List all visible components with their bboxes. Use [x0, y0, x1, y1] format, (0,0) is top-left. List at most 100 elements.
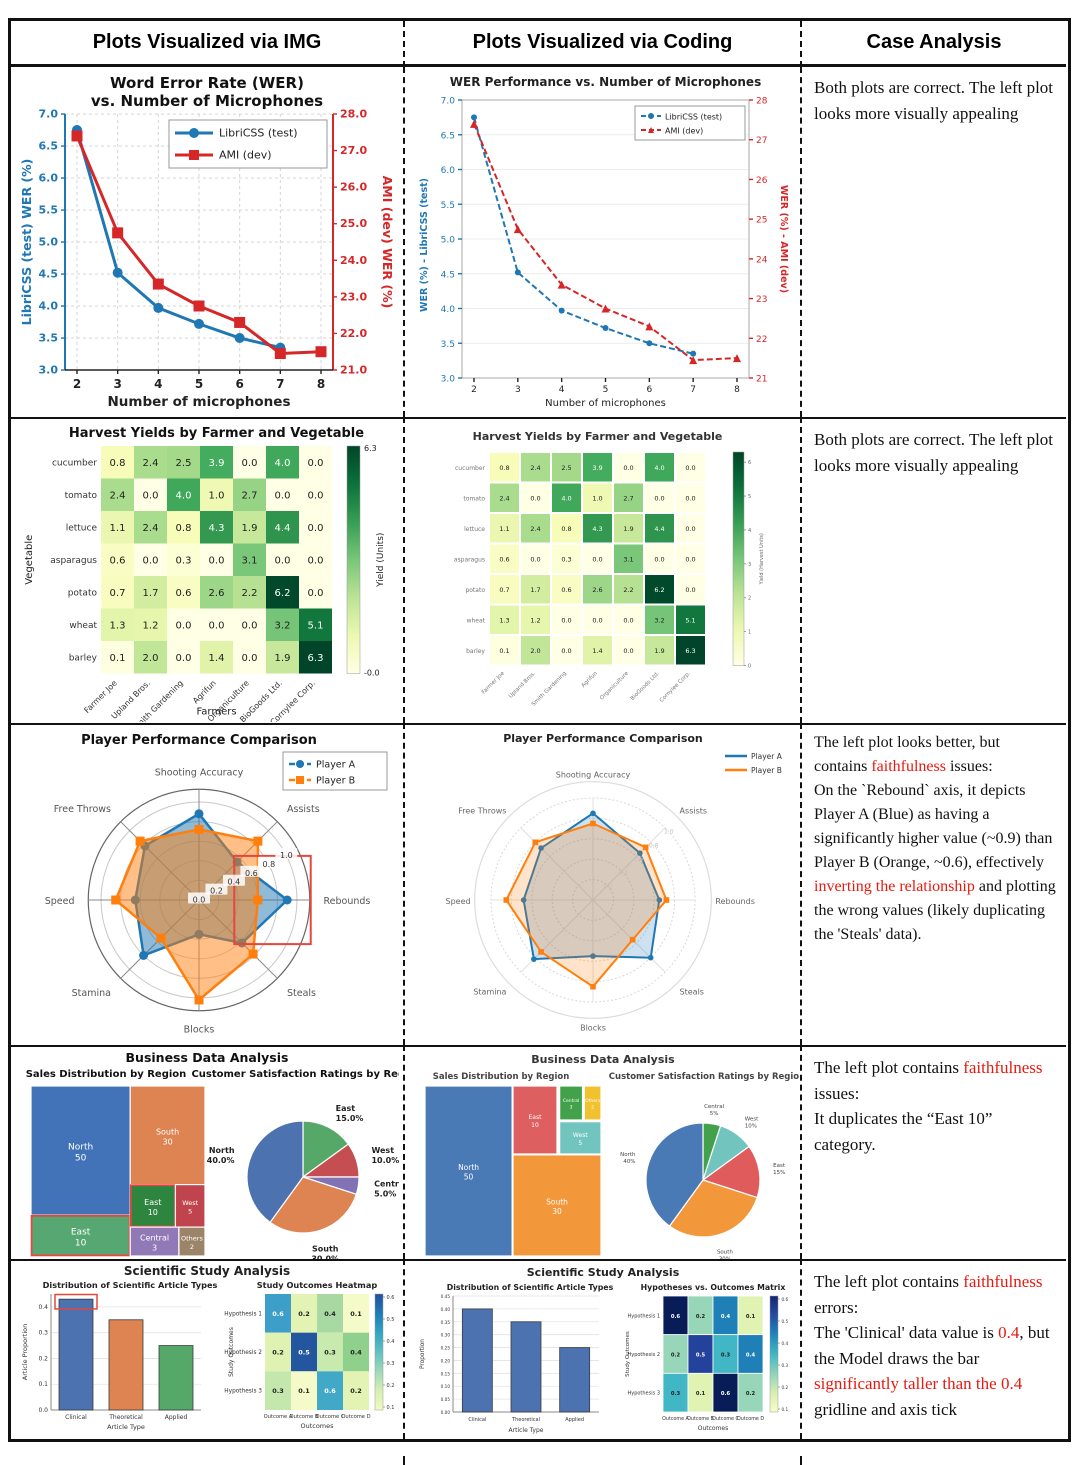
- svg-text:LibriCSS (test): LibriCSS (test): [219, 127, 298, 140]
- svg-text:Scientific Study Analysis: Scientific Study Analysis: [124, 1264, 290, 1278]
- svg-text:lettuce: lettuce: [464, 526, 485, 533]
- svg-text:0.2: 0.2: [781, 1385, 788, 1390]
- svg-text:30: 30: [552, 1207, 562, 1216]
- svg-text:5.0: 5.0: [440, 236, 455, 246]
- svg-text:1.0: 1.0: [592, 494, 602, 502]
- svg-text:0.4: 0.4: [781, 1341, 788, 1346]
- svg-text:0.0: 0.0: [308, 523, 324, 534]
- svg-text:0.0: 0.0: [623, 616, 633, 624]
- svg-text:3.9: 3.9: [592, 464, 602, 472]
- svg-text:1.3: 1.3: [499, 616, 509, 624]
- svg-text:0.0: 0.0: [308, 458, 324, 469]
- svg-text:0.0: 0.0: [242, 458, 258, 469]
- svg-text:50: 50: [75, 1154, 87, 1164]
- svg-text:2: 2: [591, 1105, 594, 1111]
- svg-text:tomato: tomato: [463, 495, 485, 502]
- svg-text:Hypothesis 1: Hypothesis 1: [224, 1311, 262, 1317]
- svg-text:4.0: 4.0: [440, 305, 455, 315]
- svg-text:4.0: 4.0: [561, 494, 571, 502]
- row5-img-plot-cell: Scientific Study Analysis Distribution of…: [11, 1259, 403, 1439]
- svg-text:0.2: 0.2: [350, 1387, 362, 1395]
- svg-text:0.6: 0.6: [633, 856, 643, 863]
- svg-text:Blocks: Blocks: [184, 1024, 215, 1035]
- svg-text:5: 5: [195, 377, 203, 391]
- svg-text:South: South: [546, 1197, 568, 1206]
- svg-text:0.3: 0.3: [781, 1363, 788, 1368]
- svg-text:0.2: 0.2: [298, 1310, 310, 1318]
- svg-text:0.0: 0.0: [143, 555, 159, 566]
- svg-text:East: East: [336, 1104, 356, 1113]
- svg-text:6.5: 6.5: [39, 140, 59, 153]
- svg-text:0.2: 0.2: [272, 1349, 284, 1357]
- svg-text:Harvest Yields by Farmer and V: Harvest Yields by Farmer and Vegetable: [69, 426, 364, 441]
- svg-text:7.0: 7.0: [440, 97, 455, 107]
- business-charts-code: Business Data Analysis Sales Distribution…: [423, 1053, 799, 1259]
- svg-text:0.0: 0.0: [654, 555, 664, 563]
- svg-text:0.0: 0.0: [685, 494, 695, 502]
- svg-text:barley: barley: [466, 648, 485, 655]
- svg-text:0.2: 0.2: [38, 1355, 48, 1362]
- svg-text:0.3: 0.3: [720, 1353, 730, 1359]
- svg-text:5%: 5%: [709, 1111, 718, 1117]
- svg-text:Customer Satisfaction Ratings: Customer Satisfaction Ratings by Region: [191, 1069, 399, 1080]
- svg-text:3.0: 3.0: [39, 364, 59, 377]
- svg-text:0.0: 0.0: [308, 588, 324, 599]
- svg-text:6.0: 6.0: [39, 172, 59, 185]
- svg-text:Clinical: Clinical: [65, 1414, 87, 1421]
- row4-coding-plot-cell: Business Data Analysis Sales Distribution…: [403, 1045, 800, 1259]
- svg-text:0.6: 0.6: [720, 1391, 730, 1397]
- svg-text:0.0: 0.0: [308, 555, 324, 566]
- svg-text:South: South: [716, 1250, 732, 1256]
- svg-text:Applied: Applied: [565, 1417, 584, 1423]
- svg-text:WER (%) - LibriCSS (test): WER (%) - LibriCSS (test): [419, 178, 430, 312]
- svg-text:West: West: [371, 1146, 394, 1155]
- svg-text:Assists: Assists: [287, 804, 320, 815]
- svg-text:0.6: 0.6: [324, 1387, 336, 1395]
- svg-text:0.1: 0.1: [387, 1405, 395, 1411]
- svg-text:0.5: 0.5: [298, 1349, 310, 1357]
- comparison-table: Plots Visualized via IMG Plots Visualize…: [8, 18, 1071, 1442]
- svg-text:0.6: 0.6: [499, 555, 509, 563]
- svg-text:1.4: 1.4: [592, 647, 602, 655]
- row5-coding-plot-cell: Scientific Study Analysis Distribution of…: [403, 1259, 800, 1439]
- svg-text:Harvest Yields by Farmer and V: Harvest Yields by Farmer and Vegetable: [472, 430, 722, 443]
- svg-text:10: 10: [531, 1122, 539, 1129]
- svg-text:8: 8: [317, 377, 325, 391]
- svg-text:0.3: 0.3: [670, 1391, 680, 1397]
- case-analysis-row4: The left plot contains faithfulness issu…: [800, 1045, 1066, 1259]
- dashed-separator-continuation-2: [800, 1456, 802, 1465]
- svg-text:3: 3: [748, 562, 751, 568]
- svg-text:2.4: 2.4: [110, 490, 126, 501]
- svg-text:Central: Central: [562, 1098, 578, 1104]
- svg-text:North: North: [209, 1146, 235, 1155]
- svg-text:Farmers: Farmers: [196, 707, 236, 718]
- svg-text:South: South: [312, 1244, 339, 1253]
- svg-text:3: 3: [113, 377, 121, 391]
- svg-text:Study Outcomes Heatmap: Study Outcomes Heatmap: [257, 1280, 378, 1290]
- case-analysis-row2: Both plots are correct. The left plot lo…: [800, 417, 1066, 723]
- svg-text:0.00: 0.00: [440, 1410, 450, 1415]
- svg-text:cucumber: cucumber: [52, 458, 97, 468]
- svg-text:0.1: 0.1: [781, 1407, 788, 1412]
- svg-text:0.3: 0.3: [561, 555, 571, 563]
- svg-text:Distribution of Scientific Art: Distribution of Scientific Article Types: [43, 1280, 218, 1290]
- svg-text:0.0: 0.0: [685, 586, 695, 594]
- svg-text:0.8: 0.8: [176, 523, 192, 534]
- svg-text:1.9: 1.9: [242, 523, 258, 534]
- svg-text:Speed: Speed: [445, 897, 470, 906]
- svg-text:Hypotheses vs. Outcomes Matrix: Hypotheses vs. Outcomes Matrix: [640, 1283, 785, 1292]
- svg-text:Player A: Player A: [316, 760, 356, 771]
- svg-text:Stamina: Stamina: [72, 988, 111, 999]
- svg-text:0.0: 0.0: [685, 525, 695, 533]
- svg-text:potato: potato: [68, 588, 98, 598]
- svg-text:27: 27: [756, 136, 767, 146]
- svg-text:5: 5: [578, 1140, 582, 1147]
- svg-text:0.6: 0.6: [245, 869, 258, 878]
- svg-text:0.1: 0.1: [695, 1391, 705, 1397]
- svg-text:0.0: 0.0: [530, 555, 540, 563]
- svg-text:6: 6: [235, 377, 243, 391]
- svg-text:2.7: 2.7: [623, 494, 633, 502]
- svg-text:10: 10: [148, 1208, 158, 1217]
- svg-text:Shooting Accuracy: Shooting Accuracy: [155, 768, 244, 779]
- svg-text:0.0: 0.0: [242, 620, 258, 631]
